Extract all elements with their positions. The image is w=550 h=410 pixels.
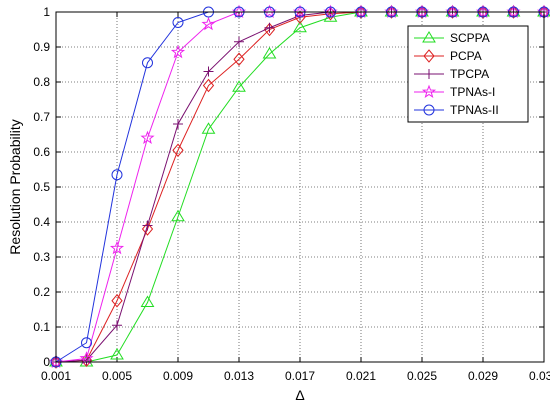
data-point-scppa (293, 20, 307, 33)
y-tick-label: 0.9 (33, 40, 50, 54)
x-axis-label: Δ (295, 387, 304, 403)
data-point-tpcpa (203, 66, 214, 77)
legend-label: SCPPA (450, 31, 490, 45)
data-point-tpnas-ii (142, 57, 153, 69)
data-point-tpnas-i (79, 351, 94, 365)
legend: SCPPA PCPA TPCPA TPNAs-I TPNAs-II (407, 25, 529, 123)
legend-swatch-marker (423, 104, 435, 116)
legend-entry-tpnas-i: TPNAs-I (414, 84, 495, 99)
data-point-tpnas-i (140, 130, 155, 145)
legend-swatch-marker (423, 49, 435, 63)
data-point-tpnas-i (170, 44, 186, 59)
x-tick-label: 0.013 (224, 369, 254, 383)
data-point-tpnas-ii (172, 17, 184, 28)
data-point-tpcpa (234, 36, 244, 47)
y-axis-label: Resolution Probability (7, 119, 23, 254)
data-point-pcpa (141, 222, 154, 236)
x-ticks: 0.001 0.005 0.009 0.013 0.017 0.021 0.025 0.029… (41, 12, 550, 383)
legend-entry-scppa: SCPPA (414, 31, 490, 45)
data-point-scppa (110, 348, 124, 360)
data-point-tpnas-i (201, 16, 216, 31)
legend-entry-pcpa: PCPA (414, 49, 482, 63)
data-point-pcpa (111, 293, 123, 308)
y-tick-label: 0 (43, 355, 50, 369)
data-point-scppa (201, 122, 216, 134)
data-point-scppa (232, 80, 246, 92)
data-point-tpcpa (142, 220, 153, 231)
data-point-scppa (140, 295, 155, 307)
data-point-scppa (262, 47, 277, 59)
y-tick-label: 0.5 (33, 180, 50, 194)
x-tick-label: 0.025 (407, 369, 437, 383)
legend-swatch-marker (422, 31, 436, 43)
y-tick-label: 0.3 (33, 250, 50, 264)
x-tick-label: 0.033 (529, 369, 550, 383)
data-point-tpcpa (264, 22, 275, 33)
data-point-tpcpa (173, 119, 183, 129)
y-ticks: 0 0.1 0.2 0.3 0.4 0.5 0.6 0.7 0.8 0.9 1 (33, 5, 544, 369)
y-tick-label: 1 (43, 5, 50, 19)
data-point-pcpa (202, 78, 215, 93)
legend-entry-tpcpa: TPCPA (414, 67, 489, 81)
legend-entry-tpnas-ii: TPNAs-II (414, 103, 499, 117)
y-tick-label: 0.2 (33, 285, 50, 299)
legend-label: PCPA (450, 49, 482, 63)
legend-label: TPCPA (450, 67, 489, 81)
data-point-pcpa (172, 143, 184, 158)
plot-frame (55, 11, 545, 363)
data-point-scppa (171, 209, 185, 222)
data-point-pcpa (233, 52, 245, 67)
y-tick-label: 0.4 (33, 215, 50, 229)
legend-swatch-marker (424, 69, 434, 79)
y-tick-label: 0.1 (33, 320, 50, 334)
data-point-tpcpa (112, 320, 122, 331)
y-tick-label: 0.6 (33, 145, 50, 159)
data-point-tpnas-ii (81, 337, 92, 349)
data-point-tpnas-ii (111, 169, 123, 181)
legend-label: TPNAs-II (450, 103, 499, 117)
data-point-tpnas-i (109, 240, 125, 255)
legend-label: TPNAs-I (450, 85, 495, 99)
y-tick-label: 0.8 (33, 75, 50, 89)
y-tick-label: 0.7 (33, 110, 50, 124)
grid (56, 12, 544, 362)
x-tick-label: 0.021 (346, 369, 376, 383)
x-tick-label: 0.009 (163, 369, 193, 383)
x-tick-label: 0.029 (468, 369, 498, 383)
x-tick-label: 0.005 (102, 369, 132, 383)
x-tick-label: 0.017 (285, 369, 315, 383)
legend-swatch-marker (421, 84, 437, 99)
x-tick-label: 0.001 (41, 369, 71, 383)
